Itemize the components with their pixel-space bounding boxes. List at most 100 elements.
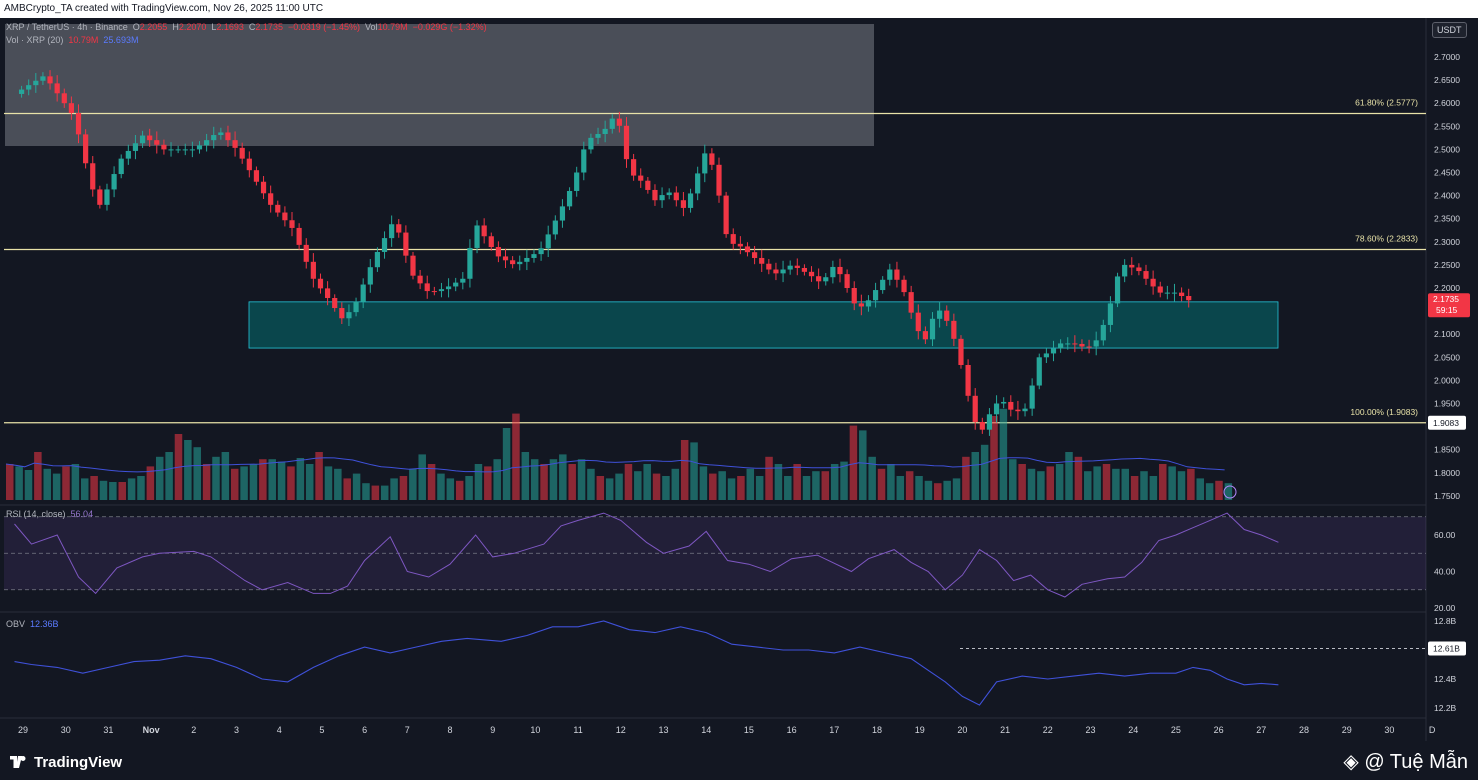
volume-bar: [465, 476, 473, 500]
legend-volume-line[interactable]: Vol · XRP (20) 10.79M 25.693M: [6, 35, 138, 45]
candle-body: [296, 227, 302, 245]
volume-bar: [755, 476, 764, 500]
volume-bar: [212, 456, 220, 500]
price-tick-label: 2.4000: [1434, 191, 1460, 201]
price-tick-label: 2.7000: [1434, 52, 1460, 62]
fib-levels: 61.80% (2.5777) 78.60% (2.2833) 100.00% (1…: [4, 98, 1426, 424]
candle-body: [47, 76, 53, 84]
footer-bar: [0, 741, 1478, 780]
currency-button[interactable]: USDT: [1432, 22, 1467, 38]
rsi-tick-label: 40.00: [1434, 567, 1456, 577]
candle-body: [566, 190, 573, 207]
obv-tick-label: 12.8B: [1434, 616, 1457, 626]
volume-bar: [971, 452, 980, 500]
candle-body: [844, 274, 850, 288]
replay-icon: [1223, 485, 1237, 499]
candle-body: [1043, 353, 1049, 358]
volume-bar: [568, 464, 576, 500]
time-tick-label: 22: [1043, 725, 1053, 735]
volume-ma-line: [5, 457, 1225, 473]
candles: [18, 70, 1192, 436]
candle-body: [1129, 264, 1135, 268]
volume-bar: [680, 440, 689, 500]
time-tick-label: 18: [872, 725, 882, 735]
watermark: ◈ @ Tuệ Mẫn: [1343, 749, 1468, 774]
price-tick-label: 1.8500: [1434, 445, 1460, 455]
volume-bars: [5, 408, 1237, 500]
candle-body: [211, 135, 217, 141]
time-tick-label: 9: [490, 725, 495, 735]
volume-bar: [127, 478, 136, 500]
legend-symbol-line: XRP / TetherUS · 4h · Binance O2.2055 H2…: [6, 22, 487, 32]
volume-bar: [521, 452, 530, 500]
candle-body: [631, 159, 637, 176]
volume-bar: [774, 464, 783, 500]
candle-body: [808, 271, 815, 277]
candle-body: [495, 247, 501, 257]
price-tick-label: 1.9500: [1434, 399, 1460, 409]
volume-bar: [202, 464, 211, 500]
candle-body: [524, 257, 530, 262]
volume-bar: [821, 471, 830, 500]
candle-body: [360, 284, 366, 302]
candle-body: [1022, 408, 1028, 412]
time-tick-label: 27: [1256, 725, 1266, 735]
volume-bar: [802, 476, 811, 500]
candle-body: [189, 149, 195, 151]
volume-bar: [155, 456, 164, 500]
candle-body: [865, 300, 872, 307]
candle-body: [766, 263, 772, 270]
candle-body: [289, 220, 295, 228]
candle-body: [175, 149, 181, 151]
candle-body: [979, 421, 985, 430]
tradingview-logo-icon: [10, 756, 26, 768]
volume-bar: [887, 464, 895, 500]
watermark-text: @ Tuệ Mẫn: [1364, 751, 1468, 773]
candle-body: [40, 76, 46, 81]
tradingview-logo[interactable]: TradingView: [10, 754, 122, 771]
price-tick-label: 2.6000: [1434, 98, 1460, 108]
volume-bar: [352, 473, 361, 500]
candle-body: [75, 113, 82, 135]
volume-bar: [1046, 466, 1055, 500]
volume-bar: [1065, 452, 1073, 500]
candle-body: [588, 137, 594, 150]
countdown-label: 59:15: [1436, 305, 1458, 315]
candle-body: [353, 301, 359, 313]
volume-bar: [146, 466, 155, 500]
obv-value: 12.36B: [30, 619, 59, 629]
candle-body: [417, 275, 423, 284]
candle-body: [1015, 409, 1021, 412]
volume-bar: [1149, 476, 1158, 500]
open-value: 2.2055: [139, 22, 168, 32]
time-tick-label: 2: [191, 725, 196, 735]
volume-bar: [15, 466, 23, 500]
volume-bar: [362, 483, 370, 500]
volume-bar: [943, 480, 951, 500]
volume-bar: [380, 485, 389, 500]
candle-body: [830, 266, 836, 278]
legend-rsi[interactable]: RSI (14, close) 56.04: [6, 509, 93, 519]
volume-bar: [549, 459, 558, 500]
volume-bar: [277, 461, 286, 500]
volume-bar: [1187, 468, 1195, 500]
candle-body: [445, 286, 452, 290]
chart-canvas[interactable]: 61.80% (2.5777) 78.60% (2.2833) 100.00% (1…: [0, 18, 1478, 741]
candle-body: [659, 195, 665, 201]
candle-body: [887, 269, 893, 280]
candle-body: [1079, 343, 1085, 347]
candle-body: [275, 204, 281, 213]
candle-body: [367, 267, 373, 285]
candle-body: [880, 279, 886, 291]
candle-body: [517, 261, 523, 265]
obv-tick-label: 12.2B: [1434, 703, 1457, 713]
volume-bar: [924, 480, 933, 500]
price-tick-label: 2.3500: [1434, 214, 1460, 224]
candle-body: [1065, 343, 1071, 345]
legend-obv[interactable]: OBV 12.36B: [6, 619, 59, 629]
candle-body: [182, 149, 188, 151]
volume-bar: [268, 459, 276, 500]
volume-bar: [1168, 466, 1176, 500]
volume-bar: [765, 456, 773, 500]
candle-body: [510, 260, 516, 265]
